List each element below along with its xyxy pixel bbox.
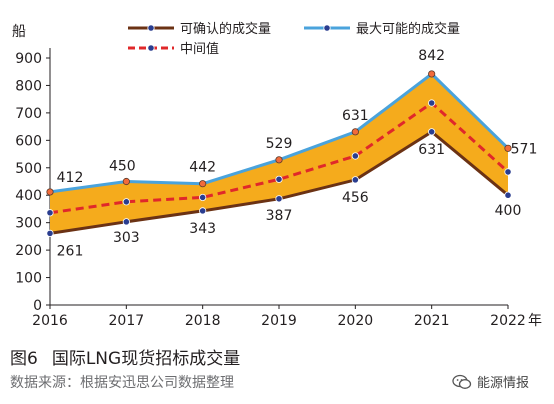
data-label-low: 343 — [189, 221, 216, 237]
y-unit-label: 船 — [12, 24, 26, 40]
x-tick-label: 2016 — [32, 313, 68, 329]
point-mid — [46, 209, 54, 217]
axes: 0 100 200 300 400 500 600 700 800 900 2016 2017 2018… — [12, 24, 542, 329]
y-tick-label: 700 — [15, 106, 42, 122]
point-mid — [351, 152, 359, 160]
point-low — [46, 229, 54, 237]
watermark: 能源情报 — [452, 372, 529, 391]
x-unit-label: 年 — [528, 313, 542, 329]
point-low — [122, 218, 130, 226]
wechat-icon — [452, 374, 472, 389]
x-tick-label: 2017 — [109, 313, 145, 329]
point-high — [275, 156, 283, 164]
legend-swatch-marker — [323, 24, 331, 32]
point-low — [428, 128, 436, 136]
watermark-text: 能源情报 — [477, 376, 530, 391]
point-mid — [122, 198, 130, 206]
figure-number: 图6 — [10, 349, 38, 369]
point-low — [351, 176, 359, 184]
data-label-high: 450 — [109, 159, 136, 175]
point-low — [504, 191, 512, 199]
x-tick-label: 2018 — [185, 313, 221, 329]
x-tick-label: 2021 — [414, 313, 450, 329]
x-tick-label: 2022 — [490, 313, 526, 329]
point-mid — [199, 193, 207, 202]
y-tick-label: 500 — [15, 161, 42, 177]
plot-area: 412 450 442 529 631 842 571 261 303 343 387 456 631 4… — [46, 48, 538, 259]
x-tick-label: 2020 — [338, 313, 374, 329]
data-label-high: 442 — [189, 160, 216, 176]
data-source: 数据来源：根据安迅思公司数据整理 — [10, 375, 234, 391]
data-label-high: 842 — [418, 48, 445, 64]
legend-swatch-marker — [147, 44, 155, 52]
figure-caption: 图6 国际LNG现货招标成交量 — [10, 344, 240, 369]
y-tick-label: 100 — [15, 271, 42, 287]
y-tick-label: 200 — [15, 243, 42, 259]
y-tick-label: 900 — [15, 51, 42, 67]
point-high — [428, 70, 436, 78]
point-high — [199, 180, 207, 188]
y-tick-label: 600 — [15, 133, 42, 149]
y-tick-label: 800 — [15, 78, 42, 94]
data-label-low: 387 — [266, 208, 293, 224]
point-low — [199, 207, 207, 215]
y-tick-label: 300 — [15, 216, 42, 232]
data-label-low: 631 — [418, 142, 445, 158]
data-label-low: 261 — [57, 243, 84, 259]
point-mid — [504, 168, 512, 176]
point-high — [122, 177, 130, 186]
data-label-high: 529 — [266, 136, 293, 152]
y-tick-label: 0 — [33, 298, 42, 314]
figure-title: 国际LNG现货招标成交量 — [51, 349, 241, 369]
data-label-high: 412 — [57, 170, 84, 186]
y-tick-label: 400 — [15, 188, 42, 204]
x-tick-label: 2019 — [261, 313, 297, 329]
data-label-low: 400 — [495, 203, 522, 219]
point-low — [275, 195, 283, 203]
range-band — [50, 73, 508, 234]
legend-label: 中间值 — [180, 41, 219, 57]
data-label-high: 571 — [511, 141, 538, 157]
point-high — [504, 144, 512, 152]
point-mid — [428, 99, 436, 107]
point-high — [351, 128, 359, 136]
legend-label: 最大可能的成交量 — [356, 21, 460, 37]
point-mid — [275, 175, 283, 183]
data-label-low: 303 — [113, 230, 140, 246]
data-label-high: 631 — [342, 108, 369, 124]
legend-swatch-marker — [147, 24, 155, 32]
data-label-low: 456 — [342, 190, 369, 206]
legend-label: 可确认的成交量 — [180, 21, 271, 37]
point-high — [46, 188, 54, 196]
